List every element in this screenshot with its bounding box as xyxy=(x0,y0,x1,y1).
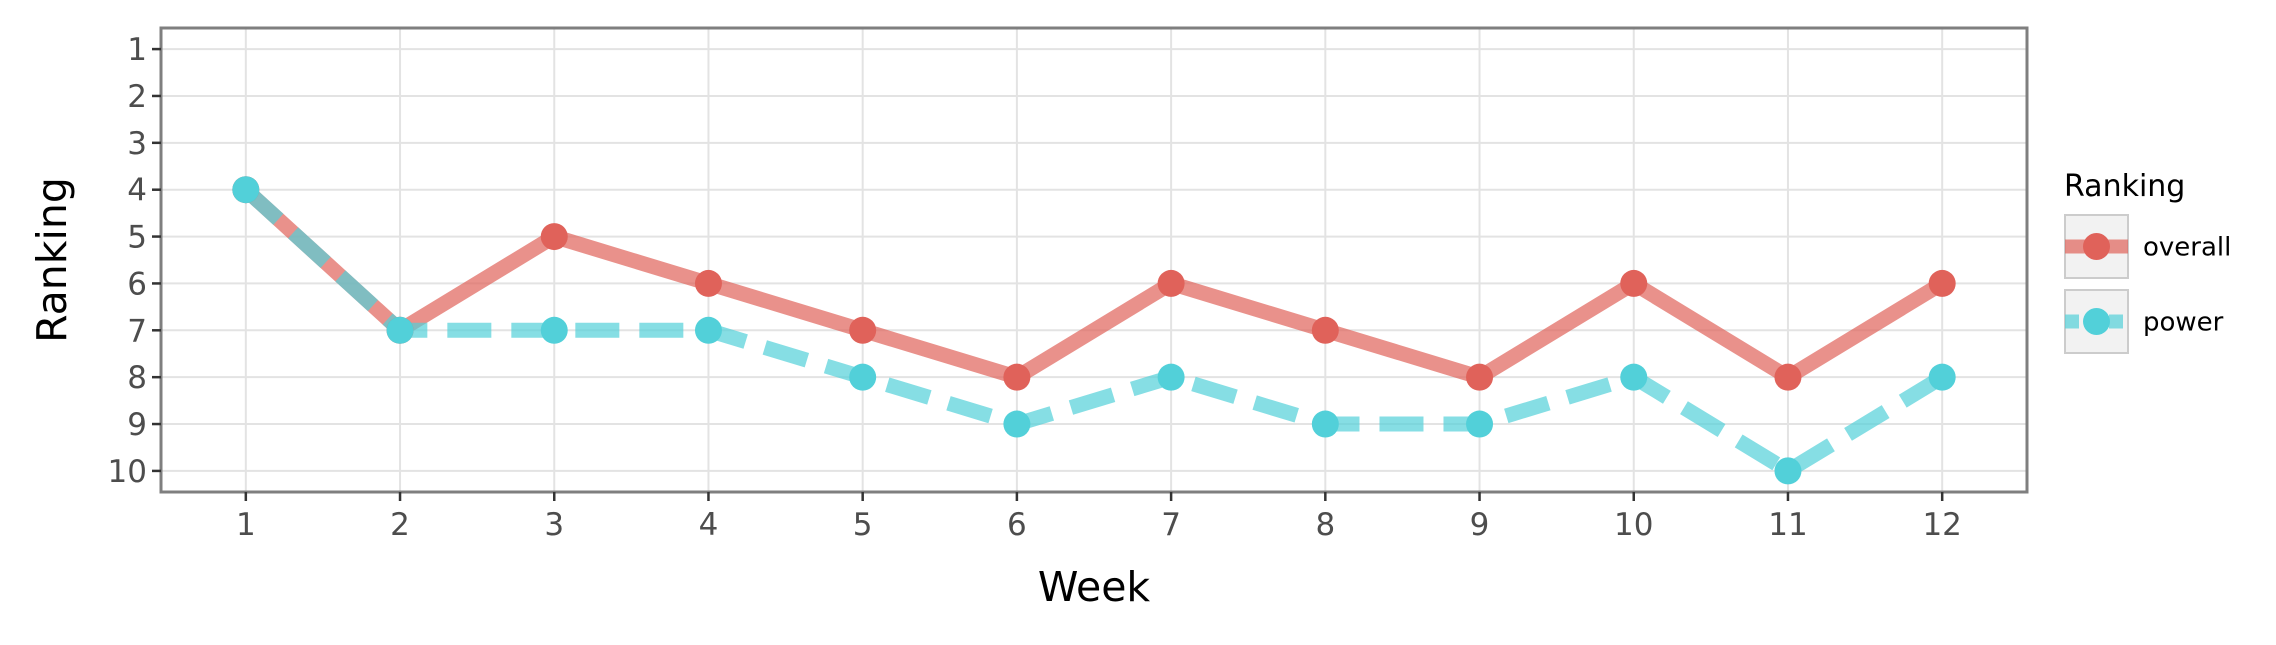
series-line-overall xyxy=(240,184,1947,386)
y-tick-label: 6 xyxy=(127,266,147,302)
grid xyxy=(161,28,2027,492)
data-point-overall xyxy=(1928,269,1956,297)
legend-key-point xyxy=(2083,308,2110,335)
data-point-power xyxy=(1466,410,1494,438)
y-axis-title: Ranking xyxy=(28,177,76,343)
data-point-power xyxy=(232,176,260,204)
legend-key-point xyxy=(2083,233,2110,260)
data-point-overall xyxy=(1003,363,1031,391)
y-tick-label: 4 xyxy=(127,173,147,209)
data-point-overall xyxy=(849,316,877,344)
data-point-power xyxy=(1774,457,1802,485)
data-point-power xyxy=(386,316,414,344)
y-tick-label: 5 xyxy=(127,220,147,256)
x-tick-label: 7 xyxy=(1161,507,1181,543)
series xyxy=(232,176,1956,485)
legend-label: power xyxy=(2143,308,2224,338)
data-point-overall xyxy=(1466,363,1494,391)
data-point-power xyxy=(694,316,722,344)
data-point-power xyxy=(849,363,877,391)
x-tick-label: 5 xyxy=(853,507,873,543)
y-tick-label: 8 xyxy=(127,360,147,396)
legend-item-power: power xyxy=(2064,289,2224,354)
data-point-power xyxy=(1003,410,1031,438)
series-line-power xyxy=(240,184,1947,480)
data-point-overall xyxy=(1311,316,1339,344)
x-tick-label: 1 xyxy=(236,507,256,543)
x-tick-label: 8 xyxy=(1315,507,1335,543)
y-tick-label: 1 xyxy=(127,32,147,68)
legend-item-overall: overall xyxy=(2064,214,2231,279)
data-point-power xyxy=(1157,363,1185,391)
data-point-overall xyxy=(1157,269,1185,297)
plot-panel-border xyxy=(159,26,2029,494)
data-point-power xyxy=(540,316,568,344)
data-point-overall xyxy=(540,223,568,251)
data-point-power xyxy=(1620,363,1648,391)
y-tick-label: 7 xyxy=(127,313,147,349)
x-tick-label: 10 xyxy=(1614,507,1653,543)
legend-label: overall xyxy=(2143,233,2231,263)
x-tick-label: 3 xyxy=(544,507,564,543)
x-tick-label: 2 xyxy=(390,507,410,543)
data-point-overall xyxy=(694,269,722,297)
data-point-power xyxy=(1311,410,1339,438)
x-tick-label: 9 xyxy=(1470,507,1490,543)
x-tick-label: 11 xyxy=(1768,507,1807,543)
x-tick-label: 4 xyxy=(699,507,719,543)
x-tick-label: 12 xyxy=(1922,507,1961,543)
y-tick-label: 2 xyxy=(127,79,147,115)
x-axis-title: Week xyxy=(1038,563,1151,611)
legend-title: Ranking xyxy=(2064,169,2185,204)
y-tick-label: 3 xyxy=(127,126,147,162)
x-tick-label: 6 xyxy=(1007,507,1027,543)
data-point-overall xyxy=(1774,363,1802,391)
legend: Ranking overall power xyxy=(2064,169,2231,354)
data-point-overall xyxy=(1620,269,1648,297)
data-point-power xyxy=(1928,363,1956,391)
y-tick-label: 9 xyxy=(127,407,147,443)
y-tick-label: 10 xyxy=(108,454,147,490)
